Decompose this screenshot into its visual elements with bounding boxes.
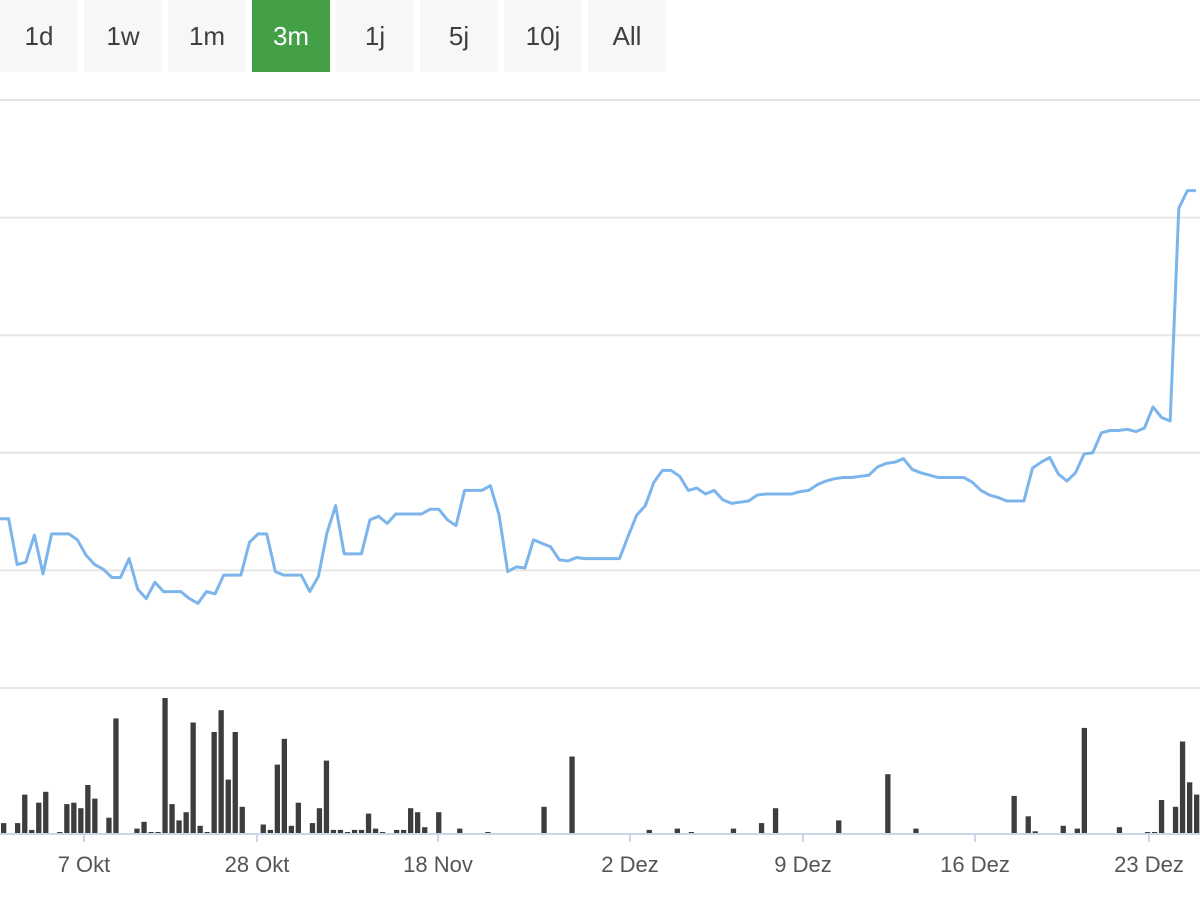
volume-bar [218,710,224,834]
volume-bar [401,829,407,834]
volume-bar [772,808,779,834]
volume-bar [408,808,414,834]
volume-bar [211,732,217,834]
volume-bar [141,821,147,834]
volume-bar [337,829,344,834]
volume-bar [330,829,337,834]
volume-bar [372,828,379,834]
x-tick-label: 7 Okt [58,852,111,877]
volume-bar [92,798,98,834]
volume-bar [1116,827,1123,834]
volume-bar [758,823,765,834]
volume-bar [232,732,238,834]
x-tick-label: 2 Dez [601,852,658,877]
volume-bar [436,812,442,834]
stock-chart: 7 Okt 28 Okt 18 Nov 2 Dez 9 Dez 16 Dez 23 Dez [0,99,1200,877]
volume-bar [1011,795,1017,834]
x-tick-label: 28 Okt [225,852,290,877]
volume-bar [730,828,737,834]
volume-bar [309,823,316,834]
x-axis-ticks: 7 Okt 28 Okt 18 Nov 2 Dez 9 Dez 16 Dez 23 Dez [58,834,1184,877]
volume-bar [85,785,91,834]
volume-bar [113,718,119,834]
volume-bar [358,829,365,834]
volume-bar [646,829,652,834]
range-button-5j[interactable]: 5j [420,0,498,72]
x-tick-label: 18 Nov [403,852,473,877]
volume-bar [885,774,891,834]
volume-bar [239,806,245,834]
volume-bar [1074,828,1080,834]
volume-bar [323,760,330,834]
range-button-1j[interactable]: 1j [336,0,414,72]
range-button-all[interactable]: All [588,0,666,72]
volume-bar [225,779,231,834]
range-button-3m[interactable]: 3m [252,0,330,72]
volume-bar [260,824,266,834]
range-button-10j[interactable]: 10j [504,0,582,72]
volume-bar [1025,816,1031,834]
volume-bar [169,804,175,834]
volume-bar [64,804,70,834]
volume-bar [71,802,77,834]
volume-bar [22,794,28,834]
volume-bar [457,828,463,834]
volume-bar [674,828,680,834]
volume-bar [36,802,42,834]
volume-bar [836,820,842,834]
volume-bar [1158,800,1165,834]
volume-bar [351,829,358,834]
volume-bar [274,764,280,834]
volume-bar [29,829,35,834]
volume-bar [913,828,919,834]
volume-bar [295,802,301,834]
volume-bar [365,813,372,834]
volume-bar [1,823,7,834]
x-tick-label: 16 Dez [940,852,1010,877]
range-button-1m[interactable]: 1m [168,0,246,72]
range-selector: 1d 1w 1m 3m 1j 5j 10j All [0,0,672,72]
volume-bar [183,812,189,834]
volume-bar [394,829,400,834]
volume-bar [569,756,575,834]
volume-series [1,698,1200,834]
volume-bar [162,698,168,834]
volume-bar [541,806,547,834]
volume-bar [288,825,294,834]
range-button-1w[interactable]: 1w [84,0,162,72]
volume-bar [78,808,84,834]
volume-bar [1194,794,1200,834]
volume-bar [1060,825,1066,834]
x-tick-label: 9 Dez [774,852,831,877]
volume-bar [106,817,112,834]
volume-bar [190,722,196,834]
volume-bar [15,823,21,834]
volume-bar [1187,782,1193,834]
volume-bar [415,812,421,834]
volume-bar [267,829,273,834]
range-button-1d[interactable]: 1d [0,0,78,72]
x-tick-label: 23 Dez [1114,852,1184,877]
volume-bar [281,738,287,834]
volume-bar [1179,741,1186,834]
price-line [0,189,1196,605]
gridlines [0,99,1200,689]
volume-bar [176,820,182,834]
volume-bar [1172,806,1179,834]
volume-bar [134,828,140,834]
volume-bar [316,808,323,834]
volume-bar [422,827,428,834]
volume-bar [1032,831,1038,834]
volume-bar [1081,727,1087,834]
volume-bar [197,825,203,834]
volume-bar [43,791,49,834]
